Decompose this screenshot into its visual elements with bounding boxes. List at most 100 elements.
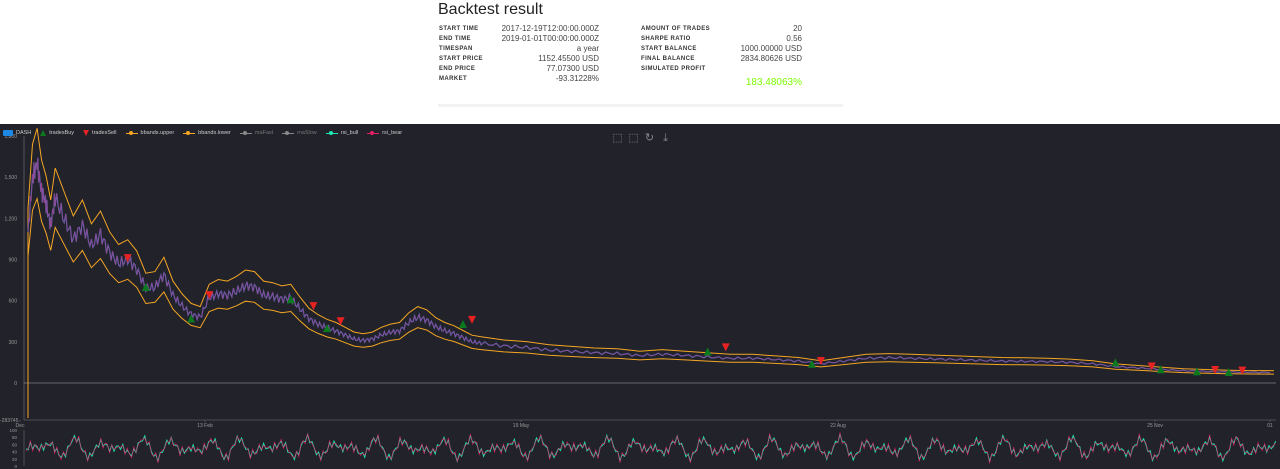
row-value: -93.31228% — [555, 74, 599, 83]
legend-swatch — [239, 130, 252, 135]
trade-sell-marker — [1211, 365, 1220, 374]
summary-row: SIMULATED PROFIT — [641, 64, 802, 74]
zoom-icon[interactable]: ⬚ — [612, 132, 623, 144]
bbands-lower-line — [27, 196, 1275, 418]
legend-swatch — [40, 130, 47, 136]
legend-item-rsi-bear[interactable]: rsi_bear — [367, 130, 402, 136]
rsi-tick-label: 0 — [14, 464, 17, 469]
legend-label: bbands.upper — [140, 130, 175, 136]
summary-divider — [438, 104, 843, 107]
trade-sell-marker — [336, 317, 345, 326]
x-tick-label: 19 May — [513, 423, 530, 429]
legend-label: DASH — [16, 130, 32, 136]
rsi-tick-label: 100 — [9, 428, 17, 433]
row-value: 2017-12-19T12:00:00.000Z — [501, 24, 599, 33]
row-value: 1000.00000 USD — [740, 44, 802, 53]
price-chart-panel[interactable]: 1,800 1,500 1,200 900 600 300 0 -283745 Dec 13 Fe… — [0, 124, 1280, 469]
row-value: 2834.80626 USD — [740, 54, 802, 63]
trade-buy-marker — [323, 324, 332, 333]
rsi-tick-label: 40 — [12, 450, 18, 455]
zoom-reset-icon[interactable]: ⬚ — [628, 132, 639, 144]
trade-buy-marker — [458, 319, 467, 328]
trade-buy-marker — [187, 314, 196, 323]
y-tick-label: 900 — [9, 258, 18, 264]
summary-row: END TIME 2019-01-01T00:00:00.000Z — [439, 34, 599, 44]
trade-buy-marker — [286, 295, 295, 304]
rsi-tick-label: 60 — [12, 442, 18, 447]
trade-buy-marker — [1156, 365, 1165, 374]
trade-sell-marker — [123, 254, 132, 263]
row-label: START BALANCE — [641, 46, 697, 52]
x-tick-label: Dec — [16, 423, 25, 429]
y-tick-label: 600 — [9, 299, 18, 305]
summary-row: SHARPE RATIO 0.56 — [641, 34, 802, 44]
row-label: SIMULATED PROFIT — [641, 66, 706, 72]
x-tick-label: 13 Feb — [197, 423, 213, 429]
trade-buy-marker — [1224, 368, 1233, 377]
trade-sell-marker — [721, 343, 730, 352]
y-tick-label: 1,200 — [4, 216, 17, 222]
summary-title: Backtest result — [438, 1, 543, 18]
rsi-bear-line — [25, 432, 1276, 464]
simulated-profit-value: 183.48063% — [745, 77, 802, 88]
row-label: MARKET — [439, 76, 468, 82]
summary-row: START BALANCE 1000.00000 USD — [641, 44, 802, 54]
trade-sell-marker — [1238, 366, 1247, 375]
row-label: START TIME — [439, 26, 479, 32]
summary-row: END PRICE 77.07300 USD — [439, 64, 599, 74]
trade-buy-marker — [807, 359, 816, 368]
legend-swatch — [183, 130, 196, 135]
y-tick-label: 1,800 — [4, 134, 17, 140]
row-label: FINAL BALANCE — [641, 56, 695, 62]
trade-sell-marker — [205, 291, 214, 300]
summary-row: FINAL BALANCE 2834.80626 USD — [641, 54, 802, 64]
summary-row: MARKET -93.31228% — [439, 74, 599, 84]
row-label: SHARPE RATIO — [641, 36, 691, 42]
y-tick-label-min: -283745 — [0, 418, 19, 424]
legend-swatch — [3, 130, 13, 136]
summary-row: AMOUNT OF TRADES 20 — [641, 24, 802, 34]
row-value: 77.07300 USD — [546, 64, 599, 73]
row-label: START PRICE — [439, 56, 483, 62]
legend-item-bbands-lower[interactable]: bbands.lower — [183, 130, 231, 136]
y-tick-label: 1,500 — [4, 175, 17, 181]
row-value: a year — [576, 44, 599, 53]
x-tick-label: 22 Aug — [830, 423, 846, 429]
download-icon[interactable]: ⤓ — [663, 132, 668, 144]
legend-item-rsi-bull[interactable]: rsi_bull — [325, 130, 358, 136]
chart-legend: DASH tradesBuy tradesSell bbands.upper bband… — [3, 128, 411, 138]
legend-item-mafast[interactable]: maFast — [239, 130, 273, 136]
legend-item-bbands-upper[interactable]: bbands.upper — [125, 130, 175, 136]
legend-label: bbands.lower — [198, 130, 231, 136]
trade-buy-marker — [703, 347, 712, 356]
row-value: 20 — [793, 24, 802, 33]
legend-item-maslow[interactable]: maSlow — [282, 130, 317, 136]
summary-left-column: START TIME 2017-12-19T12:00:00.000Z END T… — [439, 24, 599, 84]
summary-row: TIMESPAN a year — [439, 44, 599, 54]
row-label: END TIME — [439, 36, 471, 42]
legend-label: maSlow — [297, 130, 317, 136]
trade-sell-marker — [816, 357, 825, 366]
legend-label: rsi_bear — [382, 130, 403, 136]
legend-swatch — [282, 130, 295, 135]
legend-swatch — [83, 130, 90, 136]
trade-sell-marker — [309, 302, 318, 311]
legend-label: tradesSell — [92, 130, 117, 136]
legend-item-dash[interactable]: DASH — [3, 130, 31, 136]
legend-swatch — [325, 130, 338, 135]
backtest-summary: Backtest result START TIME 2017-12-19T12:… — [438, 0, 843, 108]
restore-icon[interactable]: ↻ — [644, 132, 655, 144]
trade-buy-marker — [141, 282, 150, 291]
trade-buy-marker — [1192, 367, 1201, 376]
row-label: AMOUNT OF TRADES — [641, 26, 711, 32]
legend-swatch — [125, 130, 138, 135]
trade-sell-marker — [468, 315, 477, 324]
legend-item-tradesbuy[interactable]: tradesBuy — [40, 130, 74, 136]
legend-label: tradesBuy — [49, 130, 75, 136]
x-tick-label: 01 — [1267, 423, 1273, 429]
legend-item-tradessell[interactable]: tradesSell — [83, 130, 117, 136]
bbands-upper-line — [27, 128, 1275, 418]
x-tick-label: 25 Nov — [1147, 423, 1163, 429]
y-tick-label: 0 — [14, 381, 17, 387]
